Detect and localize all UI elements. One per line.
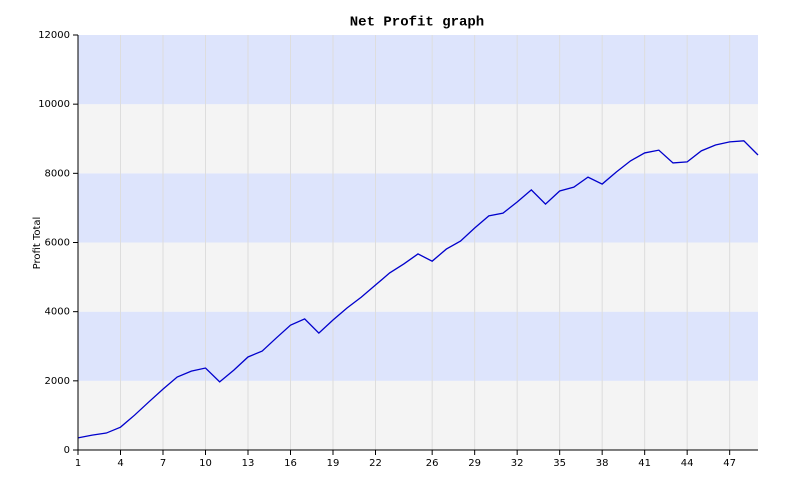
x-tick-label: 10	[199, 458, 212, 469]
x-tick-label: 41	[638, 458, 651, 469]
y-tick-label: 6000	[45, 238, 70, 249]
y-tick-label: 12000	[38, 30, 70, 41]
x-tick-label: 32	[511, 458, 524, 469]
background-band	[78, 380, 758, 450]
y-tick-label: 4000	[45, 307, 70, 318]
x-tick-label: 1	[75, 458, 81, 469]
x-tick-label: 35	[553, 458, 566, 469]
x-tick-label: 38	[596, 458, 609, 469]
background-band	[78, 35, 758, 105]
background-band	[78, 311, 758, 381]
x-tick-label: 13	[242, 458, 255, 469]
y-axis-label: Profit Total	[32, 217, 43, 270]
y-tick-label: 2000	[45, 376, 70, 387]
x-tick-label: 7	[160, 458, 166, 469]
background-band	[78, 173, 758, 243]
x-tick-label: 4	[117, 458, 123, 469]
y-tick-label: 10000	[38, 99, 70, 110]
x-tick-label: 22	[369, 458, 382, 469]
background-band	[78, 104, 758, 174]
x-tick-label: 29	[468, 458, 481, 469]
y-tick-label: 8000	[45, 168, 70, 179]
chart-title: Net Profit graph	[350, 15, 484, 31]
x-tick-label: 47	[723, 458, 736, 469]
x-tick-label: 16	[284, 458, 297, 469]
y-tick-label: 0	[64, 445, 70, 456]
x-tick-label: 26	[426, 458, 439, 469]
data-line	[77, 140, 759, 439]
background-band	[78, 242, 758, 312]
x-tick-label: 44	[681, 458, 694, 469]
x-tick-label: 19	[327, 458, 340, 469]
